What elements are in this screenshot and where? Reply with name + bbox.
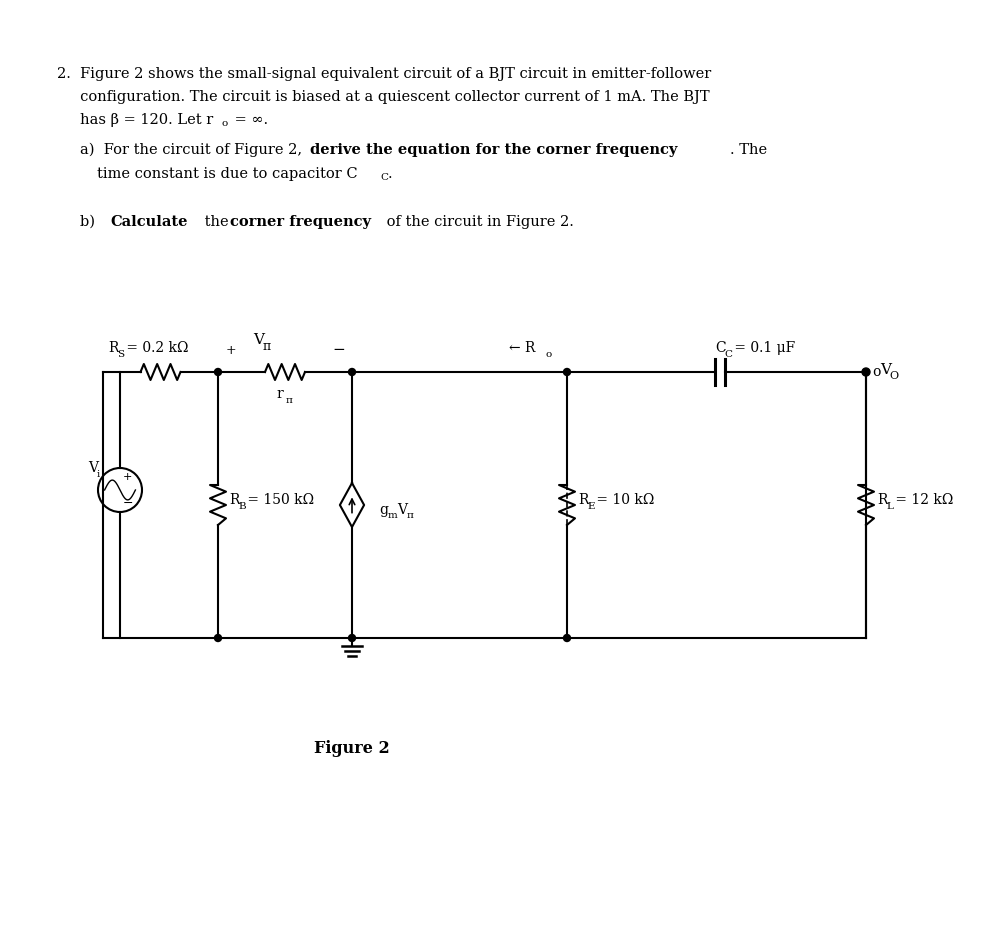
Text: derive the equation for the corner frequency: derive the equation for the corner frequ… bbox=[310, 143, 677, 157]
Text: −: − bbox=[123, 497, 134, 510]
Text: π: π bbox=[286, 395, 293, 405]
Text: Figure 2: Figure 2 bbox=[314, 740, 390, 757]
Circle shape bbox=[862, 368, 870, 376]
Text: i: i bbox=[97, 470, 100, 479]
Text: R: R bbox=[578, 493, 588, 507]
Circle shape bbox=[349, 369, 356, 375]
Text: corner frequency: corner frequency bbox=[230, 215, 371, 229]
Text: V: V bbox=[880, 363, 891, 377]
Text: time constant is due to capacitor C: time constant is due to capacitor C bbox=[97, 167, 358, 181]
Text: m: m bbox=[388, 512, 398, 520]
Text: 2.  Figure 2 shows the small-signal equivalent circuit of a BJT circuit in emitt: 2. Figure 2 shows the small-signal equiv… bbox=[57, 67, 711, 81]
Text: . The: . The bbox=[730, 143, 767, 157]
Text: ← R: ← R bbox=[509, 341, 535, 355]
Text: configuration. The circuit is biased at a quiescent collector current of 1 mA. T: configuration. The circuit is biased at … bbox=[57, 90, 709, 104]
Text: C: C bbox=[715, 341, 725, 355]
Text: o: o bbox=[872, 365, 880, 379]
Text: π: π bbox=[263, 340, 271, 353]
Circle shape bbox=[215, 634, 222, 642]
Text: +: + bbox=[123, 471, 133, 482]
Text: = ∞.: = ∞. bbox=[230, 113, 268, 127]
Text: V: V bbox=[88, 461, 98, 475]
Circle shape bbox=[563, 369, 570, 375]
Text: has β = 120. Let r: has β = 120. Let r bbox=[57, 113, 213, 127]
Text: −: − bbox=[332, 343, 345, 357]
Circle shape bbox=[349, 634, 356, 642]
Text: b): b) bbox=[80, 215, 104, 229]
Text: +: + bbox=[226, 343, 237, 357]
Text: S: S bbox=[117, 349, 124, 359]
Text: C: C bbox=[380, 173, 388, 182]
Text: .: . bbox=[388, 167, 393, 181]
Text: Calculate: Calculate bbox=[110, 215, 188, 229]
Circle shape bbox=[563, 634, 570, 642]
Text: R: R bbox=[229, 493, 240, 507]
Text: = 0.2 kΩ: = 0.2 kΩ bbox=[122, 341, 189, 355]
Text: R: R bbox=[877, 493, 887, 507]
Text: C: C bbox=[724, 349, 732, 359]
Text: B: B bbox=[238, 502, 246, 511]
Circle shape bbox=[215, 369, 222, 375]
Text: = 10 kΩ: = 10 kΩ bbox=[592, 493, 654, 507]
Text: E: E bbox=[587, 502, 594, 511]
Text: = 150 kΩ: = 150 kΩ bbox=[243, 493, 314, 507]
Text: o: o bbox=[545, 349, 551, 359]
Text: of the circuit in Figure 2.: of the circuit in Figure 2. bbox=[382, 215, 573, 229]
Text: O: O bbox=[889, 371, 898, 381]
Text: g: g bbox=[379, 503, 388, 517]
Text: = 0.1 μF: = 0.1 μF bbox=[730, 341, 795, 355]
Text: = 12 kΩ: = 12 kΩ bbox=[891, 493, 953, 507]
Text: the: the bbox=[200, 215, 233, 229]
Text: a)  For the circuit of Figure 2,: a) For the circuit of Figure 2, bbox=[80, 143, 307, 157]
Text: R: R bbox=[108, 341, 118, 355]
Text: o: o bbox=[222, 119, 228, 128]
Text: V: V bbox=[253, 333, 264, 347]
Text: π: π bbox=[407, 512, 414, 520]
Text: V: V bbox=[397, 503, 407, 517]
Text: L: L bbox=[886, 502, 893, 511]
Text: r: r bbox=[277, 387, 284, 401]
